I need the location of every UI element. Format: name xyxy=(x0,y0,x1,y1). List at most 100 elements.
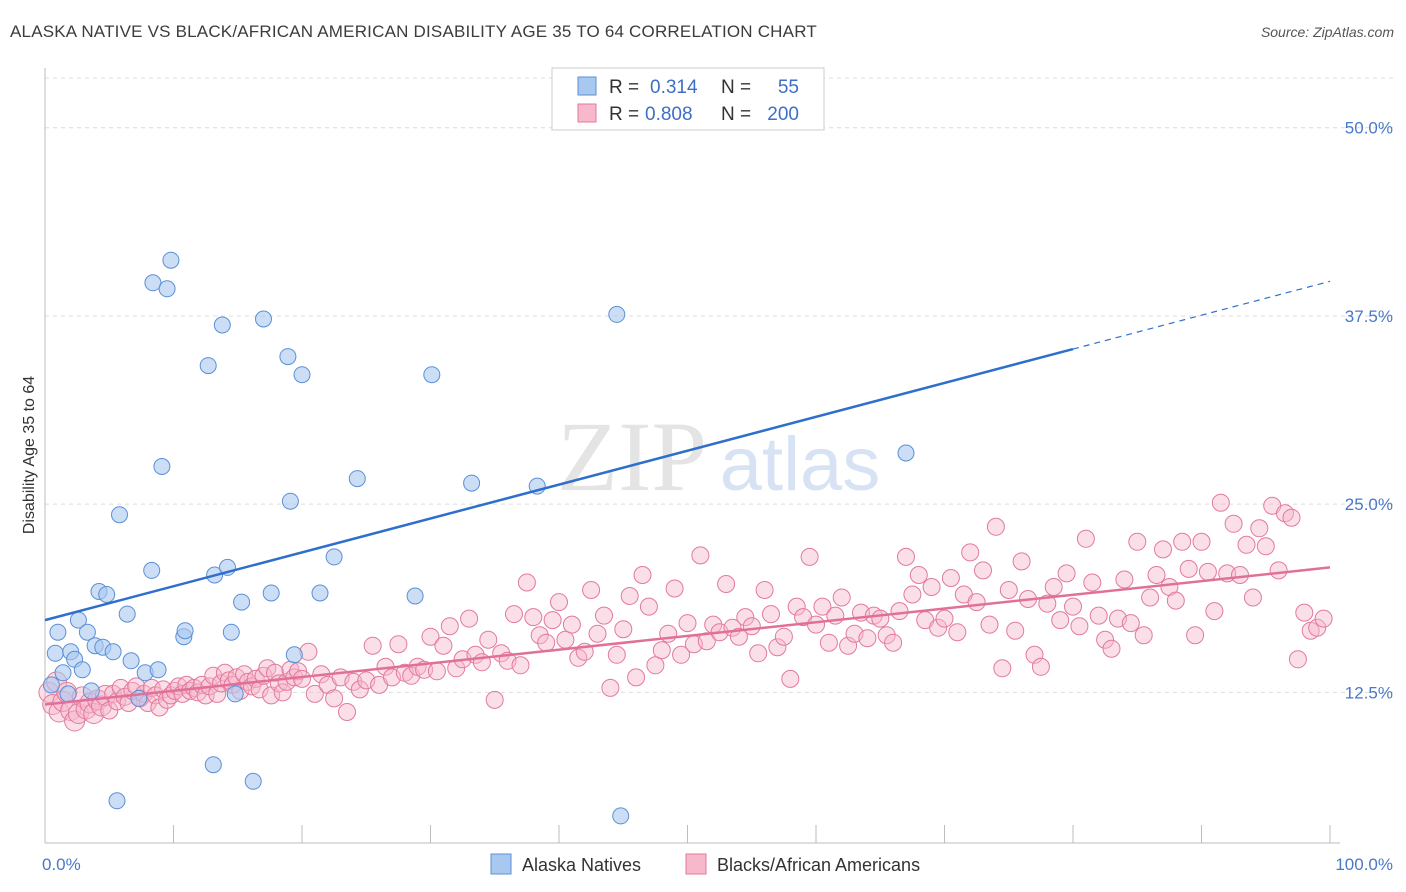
watermark: ZIP atlas xyxy=(557,401,880,512)
black-point-81 xyxy=(389,635,408,654)
black-point-209 xyxy=(1211,493,1230,512)
black-point-73 xyxy=(338,703,356,721)
legend-r-value-alaska: 0.314 xyxy=(650,77,698,98)
alaska-point-47 xyxy=(348,470,366,488)
black-point-99 xyxy=(505,605,523,624)
black-point-197 xyxy=(1134,626,1153,645)
black-point-159 xyxy=(890,602,909,621)
alaska-point-19 xyxy=(122,652,140,670)
black-point-220 xyxy=(1282,508,1301,527)
legend-r-label-black: R = xyxy=(609,104,639,125)
black-point-165 xyxy=(929,618,948,637)
alaska-point-15 xyxy=(104,643,122,661)
black-trend-line xyxy=(44,566,1331,706)
bottom-legend: Alaska Natives Blacks/African Americans xyxy=(490,853,920,875)
alaska-point-14 xyxy=(98,586,116,603)
black-point-164 xyxy=(922,578,941,596)
black-point-141 xyxy=(774,627,793,646)
black-point-75 xyxy=(350,680,369,699)
black-point-203 xyxy=(1173,532,1192,551)
black-point-211 xyxy=(1224,514,1243,533)
black-point-95 xyxy=(479,630,498,649)
black-point-171 xyxy=(967,593,986,612)
alaska-point-46 xyxy=(325,548,343,566)
alaska-point-8 xyxy=(73,661,91,679)
black-point-182 xyxy=(1038,594,1057,613)
black-point-196 xyxy=(1128,532,1147,551)
black-point-111 xyxy=(582,581,601,599)
bottom-legend-swatch-alaska xyxy=(490,853,512,875)
black-point-87 xyxy=(427,662,446,681)
black-point-198 xyxy=(1141,588,1160,607)
black-point-178 xyxy=(1012,552,1031,571)
alaska-natives-points xyxy=(42,251,915,825)
alaska-point-52 xyxy=(608,305,626,323)
black-point-158 xyxy=(884,633,903,652)
alaska-point-9 xyxy=(78,623,96,641)
black-point-225 xyxy=(1314,609,1333,628)
black-point-191 xyxy=(1096,630,1115,649)
black-point-29 xyxy=(150,698,169,717)
black-point-86 xyxy=(421,627,440,646)
y-tick-labels: 12.5% 25.0% 37.5% 50.0% xyxy=(1345,119,1393,703)
black-point-128 xyxy=(691,546,710,565)
black-point-215 xyxy=(1250,519,1269,538)
legend-r-label-alaska: R = xyxy=(609,77,639,98)
black-point-132 xyxy=(717,575,736,593)
black-point-205 xyxy=(1186,626,1205,645)
black-point-199 xyxy=(1147,566,1166,584)
black-point-138 xyxy=(755,581,774,599)
alaska-point-0 xyxy=(42,676,60,694)
alaska-point-24 xyxy=(149,661,167,679)
black-point-135 xyxy=(736,608,755,627)
black-point-148 xyxy=(819,633,838,652)
black-point-145 xyxy=(800,547,819,566)
black-point-101 xyxy=(517,573,536,592)
black-point-202 xyxy=(1166,591,1185,610)
black-point-173 xyxy=(980,615,999,634)
black-point-170 xyxy=(961,543,980,562)
alaska-point-23 xyxy=(144,274,162,292)
black-point-120 xyxy=(639,597,658,616)
alaska-point-10 xyxy=(82,682,100,700)
black-point-108 xyxy=(562,615,581,634)
legend-box xyxy=(551,67,825,131)
alaska-point-18 xyxy=(118,605,136,623)
black-point-161 xyxy=(903,585,922,604)
alaska-point-1 xyxy=(46,644,64,662)
alaska-point-16 xyxy=(108,792,126,810)
black-point-104 xyxy=(537,633,556,652)
black-point-168 xyxy=(948,623,967,642)
black-point-218 xyxy=(1269,561,1288,580)
alaska-point-40 xyxy=(262,584,280,602)
black-point-146 xyxy=(807,615,825,634)
black-point-200 xyxy=(1154,540,1172,559)
black-point-89 xyxy=(440,617,459,636)
alaska-point-43 xyxy=(285,646,303,664)
black-point-100 xyxy=(511,656,530,675)
y-axis-label: Disability Age 35 to 64 xyxy=(21,376,38,534)
black-point-61 xyxy=(273,683,292,702)
black-point-190 xyxy=(1089,606,1108,625)
alaska-point-36 xyxy=(226,685,244,703)
alaska-trend-line xyxy=(44,347,1074,622)
black-point-181 xyxy=(1031,657,1050,676)
alaska-point-4 xyxy=(59,685,77,703)
black-point-119 xyxy=(633,566,652,584)
black-point-102 xyxy=(524,608,543,627)
black-point-117 xyxy=(620,587,639,605)
black-point-12 xyxy=(83,703,105,724)
black-point-214 xyxy=(1243,588,1262,607)
black-point-219 xyxy=(1276,504,1294,523)
alaska-point-2 xyxy=(49,623,67,641)
black-point-97 xyxy=(492,644,511,663)
black-point-96 xyxy=(485,690,504,709)
chart-title: ALASKA NATIVE VS BLACK/AFRICAN AMERICAN … xyxy=(10,22,817,41)
black-point-216 xyxy=(1256,537,1275,556)
black-point-154 xyxy=(858,629,877,648)
black-point-204 xyxy=(1179,559,1198,578)
black-point-207 xyxy=(1198,562,1217,581)
black-point-174 xyxy=(986,517,1005,536)
black-point-116 xyxy=(614,620,633,639)
black-point-137 xyxy=(749,644,768,663)
